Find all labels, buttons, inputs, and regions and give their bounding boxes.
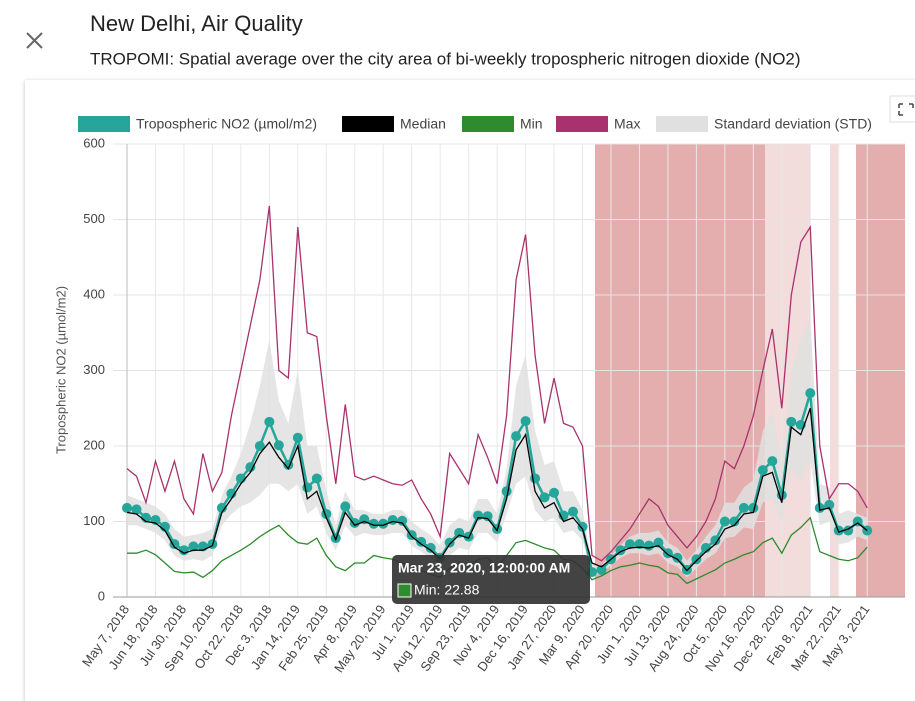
data-point	[131, 504, 142, 515]
data-point	[340, 501, 351, 512]
data-point	[596, 564, 607, 575]
data-point	[397, 515, 408, 526]
tooltip-title: Mar 23, 2020, 12:00:00 AM	[398, 560, 570, 576]
close-icon[interactable]	[26, 32, 43, 49]
data-point	[349, 518, 360, 529]
data-point	[416, 536, 427, 547]
expand-button[interactable]	[889, 95, 915, 123]
tooltip-text: Min: 22.88	[414, 582, 480, 598]
legend-swatch	[78, 116, 130, 132]
data-point	[501, 486, 512, 497]
data-point	[568, 506, 579, 517]
legend-label: Min	[520, 116, 543, 132]
tooltip-box	[392, 555, 590, 604]
legend-swatch	[462, 116, 514, 132]
data-point	[672, 552, 683, 563]
data-point	[719, 516, 730, 527]
data-point	[359, 514, 370, 525]
tooltip: Mar 23, 2020, 12:00:00 AM Min: 22.88	[392, 555, 590, 604]
expand-box[interactable]	[889, 95, 915, 123]
data-point	[273, 440, 284, 451]
data-point	[482, 511, 493, 522]
data-point	[767, 456, 778, 467]
y-tick-label: 200	[83, 437, 105, 452]
data-point	[368, 518, 379, 529]
data-point	[254, 441, 265, 451]
legend-swatch	[342, 116, 394, 132]
y-tick-label: 600	[83, 135, 105, 150]
data-point	[444, 537, 455, 548]
data-point	[302, 482, 313, 493]
data-point	[425, 542, 436, 553]
data-point	[311, 473, 322, 484]
legend-label: Tropospheric NO2 (µmol/m2)	[136, 116, 317, 132]
data-point	[264, 416, 275, 427]
y-tick-label: 400	[83, 286, 105, 301]
data-point	[757, 465, 768, 476]
expand-icon[interactable]	[898, 103, 914, 116]
y-tick-label: 0	[98, 588, 105, 603]
legend-label: Standard deviation (STD)	[714, 116, 872, 132]
data-point	[615, 545, 626, 556]
y-tick-label: 300	[83, 362, 105, 377]
data-point	[511, 431, 522, 442]
data-point	[738, 502, 749, 513]
legend-swatch	[656, 116, 708, 132]
data-point	[520, 416, 531, 427]
data-point	[805, 388, 816, 399]
data-point	[188, 541, 199, 552]
data-point	[122, 502, 132, 513]
data-point	[378, 518, 389, 529]
data-point	[710, 535, 721, 546]
series-line	[126, 408, 868, 572]
data-point	[786, 416, 797, 427]
legend-swatch	[556, 116, 608, 132]
data-point	[530, 473, 541, 484]
legend-label: Median	[400, 116, 446, 132]
data-point	[824, 499, 835, 510]
data-point	[549, 487, 560, 498]
data-point	[653, 537, 664, 548]
page-title: New Delhi, Air Quality	[90, 11, 303, 36]
data-point	[577, 521, 588, 532]
data-point	[691, 554, 702, 565]
y-tick-label: 500	[83, 211, 105, 226]
y-axis-label: Tropospheric NO2 (µmol/m2)	[53, 286, 68, 454]
y-tick-label: 100	[83, 513, 105, 528]
data-point	[539, 492, 550, 503]
data-point	[292, 432, 303, 443]
tooltip-swatch	[397, 583, 412, 598]
close-button[interactable]	[26, 32, 43, 49]
data-point	[235, 473, 246, 484]
data-point	[634, 539, 645, 550]
data-point	[729, 516, 740, 527]
data-point	[643, 540, 654, 551]
series-line	[126, 205, 868, 562]
data-point	[245, 462, 256, 473]
data-point	[216, 502, 227, 513]
data-point	[624, 539, 635, 550]
page-subtitle: TROPOMI: Spatial average over the city a…	[90, 49, 801, 68]
legend-label: Max	[614, 116, 640, 132]
